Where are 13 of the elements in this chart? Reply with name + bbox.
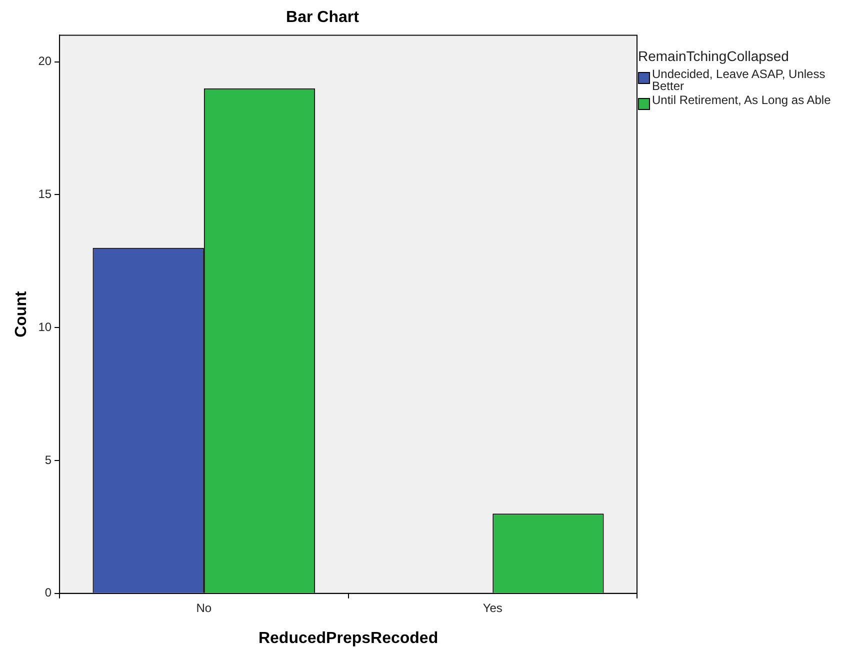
chart-title: Bar Chart [286,9,360,26]
x-tick-label: Yes [482,600,502,615]
y-axis-title: Count [13,290,30,338]
y-tick-label: 5 [44,452,52,467]
y-tick-label: 15 [38,187,52,201]
y-tick-label: 0 [44,586,52,600]
y-tick-label: 20 [38,54,52,68]
x-tick-label: No [196,600,212,615]
legend-label: Undecided, Leave ASAP, Unless Better [652,67,826,93]
y-tick-label: 10 [38,320,52,334]
x-axis-title: ReducedPrepsRecoded [258,630,438,647]
legend-label: Until Retirement, As Long as Able [652,93,831,107]
legend-title: RemainTchingCollapsed [638,48,790,64]
